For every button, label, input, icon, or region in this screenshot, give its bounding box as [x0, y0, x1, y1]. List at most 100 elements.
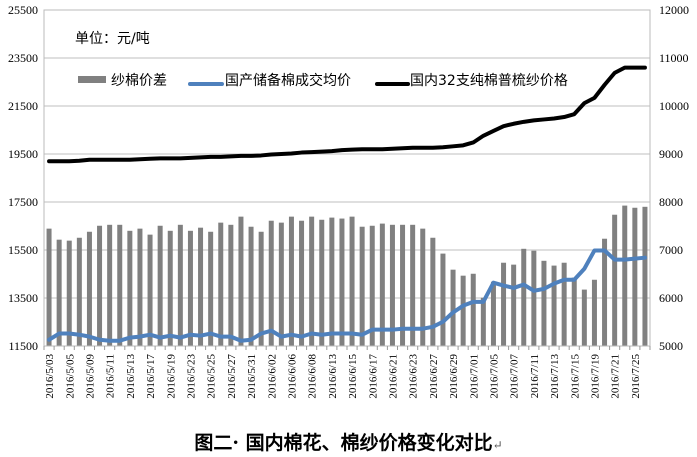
bar [571, 277, 577, 346]
right-tick-label: 8000 [659, 195, 683, 209]
left-tick-label: 17500 [8, 195, 38, 209]
x-tick-label: 2016/5/17 [145, 354, 157, 399]
legend-label-yarn: 国内32支纯棉普梳纱价格 [410, 72, 568, 89]
bar [602, 238, 608, 346]
left-tick-label: 11500 [8, 339, 38, 353]
bar [157, 225, 163, 346]
x-tick-label: 2016/7/25 [630, 354, 642, 399]
bar [107, 224, 113, 346]
bar [359, 226, 365, 346]
bar [450, 269, 456, 346]
bar [86, 231, 92, 346]
bar [46, 228, 52, 346]
paragraph-mark: ↵ [492, 438, 503, 452]
bar [97, 225, 103, 346]
x-tick-label: 2016/6/21 [387, 354, 399, 399]
bar [420, 228, 426, 346]
bar [561, 262, 567, 346]
legend-label-reserve: 国产储备棉成交均价 [225, 72, 351, 89]
bar [76, 237, 82, 346]
right-tick-label: 9000 [659, 147, 683, 161]
bar [167, 230, 173, 346]
x-tick-label: 2016/6/23 [408, 354, 420, 399]
bar [288, 216, 294, 346]
legend: 纱棉价差 国产储备棉成交均价 国内32支纯棉普梳纱价格 [78, 72, 568, 89]
bar [329, 217, 335, 346]
bar [299, 220, 305, 346]
x-tick-label: 2016/6/02 [266, 354, 278, 399]
x-axis-ticks: 2016/5/03 2016/5/05 2016/5/09 2016/5/11 2016… [43, 346, 651, 399]
bar [642, 206, 648, 346]
bar [187, 230, 193, 346]
right-tick-label: 10000 [659, 99, 689, 113]
bar [551, 265, 557, 346]
x-tick-label: 2016/5/11 [105, 354, 117, 398]
left-tick-label: 25500 [8, 3, 38, 17]
x-tick-label: 2016/5/05 [64, 354, 76, 399]
bar [349, 216, 355, 346]
right-tick-label: 7000 [659, 243, 683, 257]
x-tick-label: 2016/7/19 [589, 354, 601, 399]
line-yarn-price [47, 65, 647, 164]
left-tick-label: 21500 [8, 99, 38, 113]
bar [480, 297, 486, 346]
bar [531, 250, 537, 346]
bar [309, 216, 315, 346]
bar [612, 214, 618, 346]
bar [238, 216, 244, 346]
legend-swatch-spread [78, 76, 106, 83]
unit-label: 单位：元/吨 [75, 31, 150, 47]
x-tick-label: 2016/5/09 [84, 354, 96, 399]
x-tick-label: 2016/6/27 [428, 354, 440, 399]
bar [248, 226, 254, 346]
bar [198, 227, 204, 346]
x-tick-label: 2016/5/25 [206, 354, 218, 399]
right-tick-label: 11000 [659, 51, 689, 65]
x-tick-label: 2016/7/01 [468, 354, 480, 399]
bar [430, 237, 436, 346]
bar [218, 222, 224, 346]
bar [591, 279, 597, 346]
right-tick-label: 5000 [659, 339, 683, 353]
bar [177, 224, 183, 346]
line-series [47, 65, 647, 343]
line-reserve-cotton-price [47, 248, 647, 343]
bar [228, 224, 234, 346]
legend-label-spread: 纱棉价差 [111, 72, 167, 89]
x-tick-label: 2016/6/15 [347, 354, 359, 399]
bar [632, 207, 638, 346]
x-tick-label: 2016/7/21 [610, 354, 622, 399]
bar-series-spread [46, 205, 648, 346]
bar [137, 228, 143, 346]
bar [117, 224, 123, 346]
x-tick-label: 2016/7/15 [569, 354, 581, 399]
bar [147, 234, 153, 346]
plot-frame [43, 9, 651, 347]
x-tick-label: 2016/6/08 [307, 354, 319, 399]
bar [66, 240, 72, 346]
x-tick-label: 2016/7/11 [529, 354, 541, 398]
bar [278, 222, 284, 346]
left-tick-label: 23500 [8, 51, 38, 65]
bar [440, 253, 446, 346]
right-tick-label: 6000 [659, 291, 683, 305]
right-tick-label: 12000 [659, 3, 689, 17]
x-tick-label: 2016/6/29 [448, 354, 460, 399]
bar [400, 224, 406, 346]
bar [268, 220, 274, 346]
x-tick-label: 2016/7/13 [549, 354, 561, 399]
bar [410, 224, 416, 346]
left-tick-label: 15500 [8, 243, 38, 257]
x-tick-label: 2016/5/03 [44, 354, 56, 399]
x-tick-label: 2016/5/13 [125, 354, 137, 399]
bar [56, 239, 62, 346]
figure-caption: 图二· 国内棉花、棉纱价格变化对比↵ [0, 428, 697, 455]
left-tick-label: 19500 [8, 147, 38, 161]
bar [581, 289, 587, 346]
bar [541, 260, 547, 346]
left-tick-label: 13500 [8, 291, 38, 305]
x-tick-label: 2016/7/07 [509, 354, 521, 399]
x-tick-label: 2016/5/19 [165, 354, 177, 399]
bar [490, 281, 496, 346]
caption-text: 图二· 国内棉花、棉纱价格变化对比 [194, 432, 493, 454]
